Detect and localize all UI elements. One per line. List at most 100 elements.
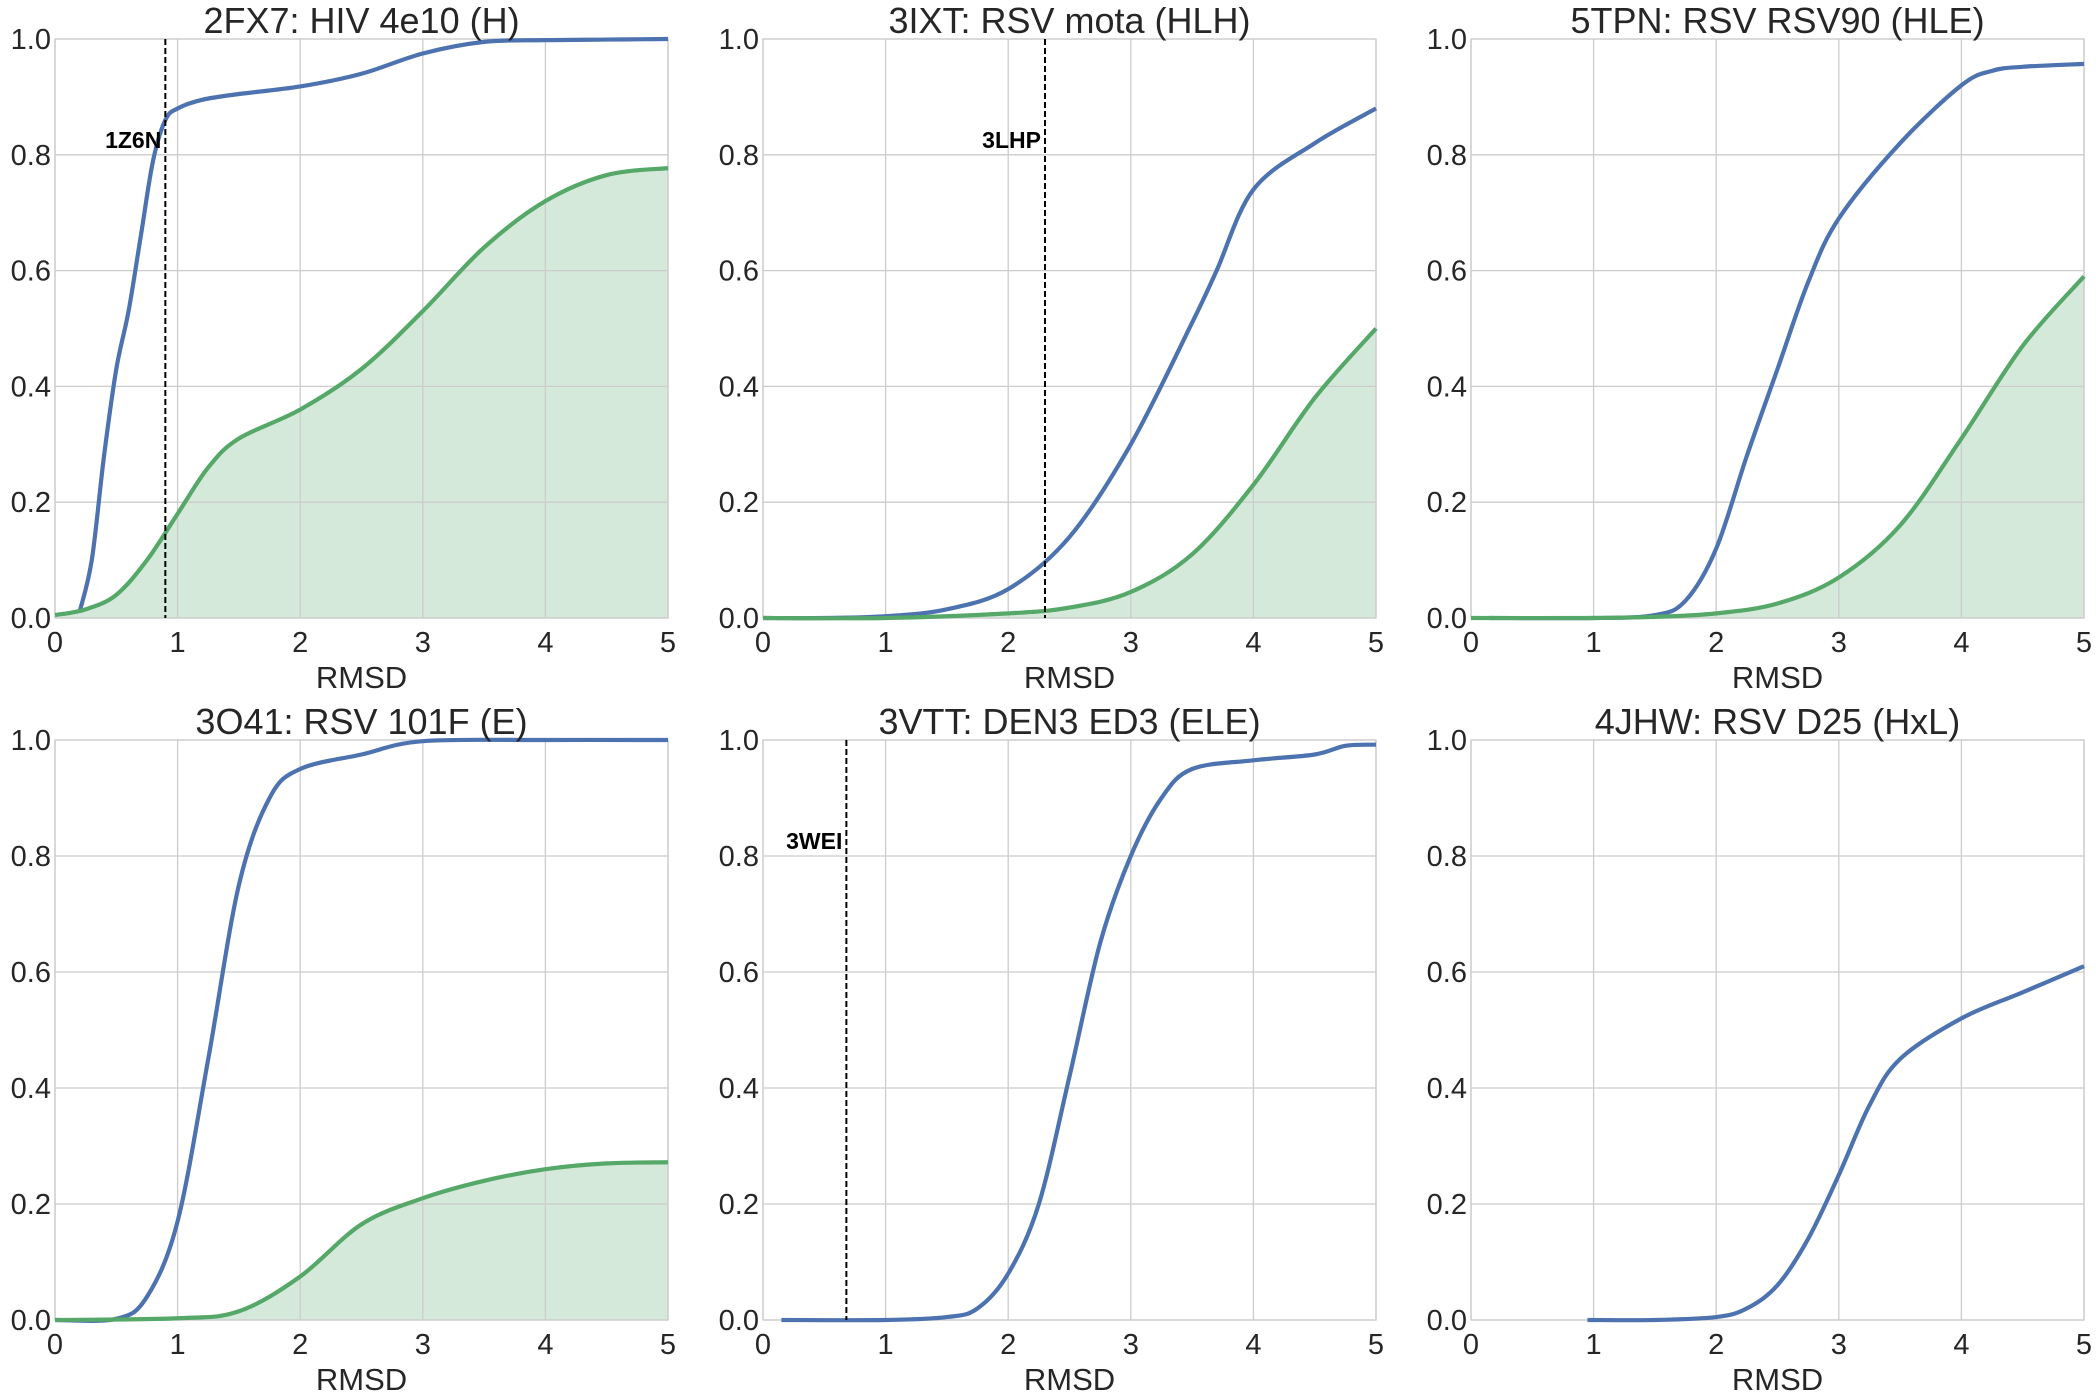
y-tick-label: 0.6 [1427, 256, 1467, 288]
x-tick-label: 3 [415, 1329, 431, 1361]
x-tick-label: 4 [1245, 627, 1261, 659]
y-tick-label: 0.6 [1427, 957, 1467, 989]
y-tick-label: 0.8 [1427, 841, 1467, 873]
series-fill-2 [1471, 276, 2084, 619]
x-tick-label: 1 [878, 1329, 894, 1361]
x-tick-label: 5 [2076, 1329, 2092, 1361]
x-tick-label: 2 [1708, 1329, 1724, 1361]
y-tick-label: 0.4 [1427, 371, 1467, 403]
chart-title: 3IXT: RSV mota (HLH) [888, 0, 1250, 41]
x-tick-label: 0 [47, 1329, 63, 1361]
y-tick-label: 0.6 [719, 256, 759, 288]
chart-title: 4JHW: RSV D25 (HxL) [1595, 701, 1960, 742]
y-tick-label: 0.8 [11, 841, 51, 873]
reference-line-label: 1Z6N [105, 127, 161, 153]
x-tick-label: 0 [1463, 627, 1479, 659]
x-tick-label: 2 [1708, 627, 1724, 659]
chart-panel-4: 0 1 2 3 4 5 0.0 0.2 0.4 0.6 0.8 1.0 3O41: RSV 101F (… [11, 701, 676, 1396]
chart-panel-6: 0 1 2 3 4 5 0.0 0.2 0.4 0.6 0.8 1.0 4JHW: RSV D25 (H… [1427, 701, 2092, 1396]
x-tick-label: 3 [1831, 627, 1847, 659]
y-tick-label: 0.0 [11, 1305, 51, 1337]
y-tick-label: 0.2 [1427, 1189, 1467, 1221]
reference-line-label: 3WEI [786, 828, 842, 854]
series-fill-2 [55, 168, 668, 618]
x-tick-label: 3 [1831, 1329, 1847, 1361]
x-tick-label: 4 [1245, 1329, 1261, 1361]
series-line-1 [1587, 964, 2085, 1323]
x-tick-label: 2 [292, 1329, 308, 1361]
y-tick-label: 0.0 [11, 603, 51, 635]
y-tick-label: 0.4 [11, 371, 51, 403]
y-tick-label: 1.0 [1427, 725, 1467, 757]
x-tick-label: 1 [1586, 627, 1602, 659]
y-tick-label: 0.8 [11, 140, 51, 172]
y-tick-label: 1.0 [11, 24, 51, 56]
series-line-2 [762, 327, 1378, 621]
plot-frame [1470, 739, 2085, 1321]
plot-frame [54, 739, 669, 1321]
y-tick-label: 0.0 [1427, 603, 1467, 635]
chart-title: 2FX7: HIV 4e10 (H) [203, 0, 519, 41]
reference-line-label: 3LHP [982, 127, 1041, 153]
x-tick-label: 1 [878, 627, 894, 659]
x-tick-label: 2 [292, 627, 308, 659]
y-tick-label: 0.6 [11, 256, 51, 288]
x-axis-label: RMSD [1732, 660, 1823, 695]
y-tick-label: 0.0 [719, 603, 759, 635]
chart-panel-3: 0 1 2 3 4 5 0.0 0.2 0.4 0.6 0.8 1.0 5TPN: RSV RSV90 … [1427, 0, 2092, 695]
y-tick-label: 0.8 [719, 140, 759, 172]
y-tick-label: 0.6 [11, 957, 51, 989]
series-line-1 [77, 36, 669, 613]
x-tick-label: 0 [1463, 1329, 1479, 1361]
y-tick-label: 0.8 [719, 841, 759, 873]
series-line-2 [54, 1160, 669, 1323]
y-tick-label: 1.0 [1427, 24, 1467, 56]
x-tick-label: 4 [1953, 627, 1969, 659]
x-tick-label: 2 [1000, 1329, 1016, 1361]
y-tick-label: 1.0 [11, 725, 51, 757]
y-tick-label: 1.0 [719, 725, 759, 757]
x-tick-label: 3 [1123, 627, 1139, 659]
y-tick-label: 0.4 [11, 1073, 51, 1105]
x-tick-label: 5 [1368, 627, 1384, 659]
series-line-2 [54, 166, 669, 618]
x-tick-label: 0 [755, 1329, 771, 1361]
x-tick-label: 3 [1123, 1329, 1139, 1361]
y-tick-label: 0.2 [719, 1189, 759, 1221]
chart-title: 5TPN: RSV RSV90 (HLE) [1570, 0, 1984, 41]
y-tick-label: 0.4 [719, 1073, 759, 1105]
chart-title: 3VTT: DEN3 ED3 (ELE) [878, 701, 1260, 742]
y-tick-label: 0.2 [11, 1189, 51, 1221]
y-tick-label: 0.2 [11, 487, 51, 519]
series-line-2 [1470, 275, 2086, 621]
y-tick-label: 1.0 [719, 24, 759, 56]
x-tick-label: 2 [1000, 627, 1016, 659]
y-tick-label: 0.4 [1427, 1073, 1467, 1105]
series-line-1 [781, 742, 1377, 1323]
x-tick-label: 1 [1586, 1329, 1602, 1361]
chart-panel-5: 3WEI 0 1 2 3 4 5 0.0 0.2 0.4 0.6 0.8 1.0 3VTT: DEN3 E… [719, 701, 1384, 1396]
series-fill-2 [55, 1162, 668, 1320]
chart-title: 3O41: RSV 101F (E) [195, 701, 527, 742]
x-axis-label: RMSD [1024, 660, 1115, 695]
x-axis-label: RMSD [316, 1362, 407, 1396]
x-axis-label: RMSD [1732, 1362, 1823, 1396]
x-tick-label: 4 [537, 1329, 553, 1361]
chart-panel-1: 1Z6N 0 1 2 3 4 5 0.0 0.2 0.4 0.6 0.8 1.0 2FX7: HIV 4e… [11, 0, 676, 695]
x-tick-label: 0 [47, 627, 63, 659]
series-line-1 [54, 737, 669, 1323]
y-tick-label: 0.2 [1427, 487, 1467, 519]
x-tick-label: 4 [1953, 1329, 1969, 1361]
y-tick-label: 0.0 [719, 1305, 759, 1337]
y-tick-label: 0.0 [1427, 1305, 1467, 1337]
x-axis-label: RMSD [1024, 1362, 1115, 1396]
y-tick-label: 0.4 [719, 371, 759, 403]
x-tick-label: 5 [660, 1329, 676, 1361]
plot-frame [762, 739, 1377, 1321]
y-tick-label: 0.6 [719, 957, 759, 989]
series-fill-2 [763, 328, 1376, 619]
x-tick-label: 0 [755, 627, 771, 659]
y-tick-label: 0.2 [719, 487, 759, 519]
x-tick-label: 3 [415, 627, 431, 659]
